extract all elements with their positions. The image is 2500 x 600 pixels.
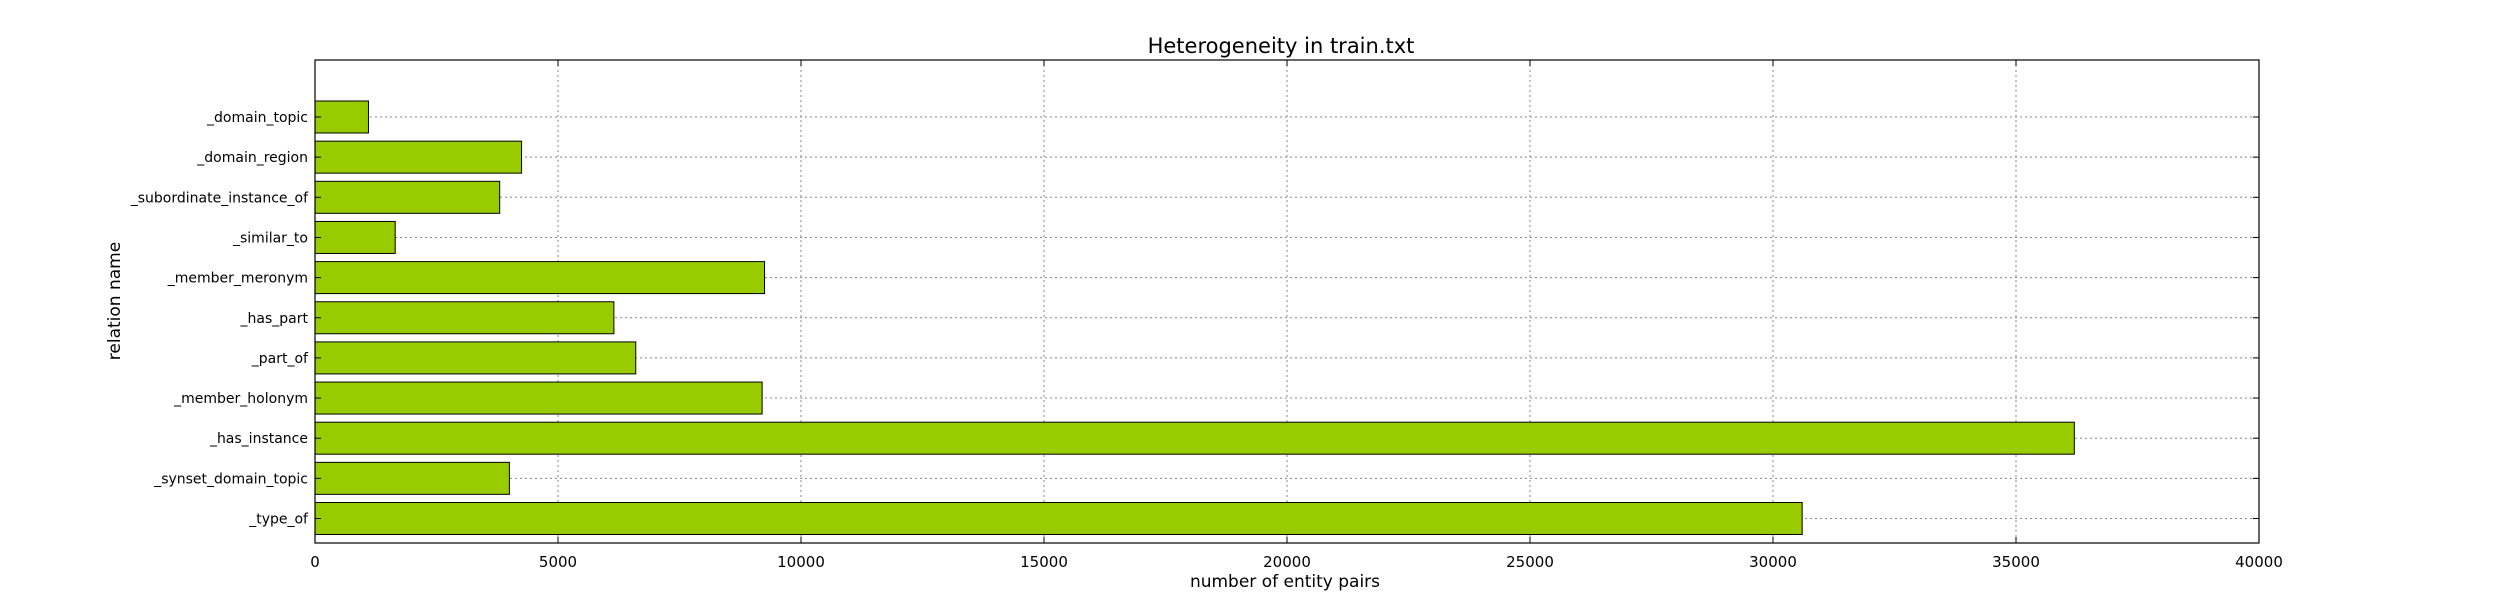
- bar-synset-domain-topic: [314, 461, 510, 495]
- bar-subordinate-instance-of: [314, 180, 501, 214]
- y-axis-label: relation name: [105, 242, 125, 360]
- x-tick-label: 15000: [1020, 553, 1068, 571]
- bar-similar-to: [314, 220, 396, 254]
- x-axis-label: number of entity pairs: [1190, 572, 1380, 592]
- y-tick-label: _subordinate_instance_of: [130, 190, 309, 206]
- bar-domain-topic: [314, 100, 369, 134]
- x-tick-label: 25000: [1506, 553, 1554, 571]
- y-tick-label: _similar_to: [232, 230, 308, 246]
- grid: [314, 60, 2260, 543]
- x-tick-label: 10000: [777, 553, 825, 571]
- y-tick-label: _has_instance: [209, 431, 308, 447]
- y-tick-label: _member_holonym: [173, 391, 308, 407]
- y-tick-label: _part_of: [251, 351, 309, 367]
- y-tick-labels: _type_of _synset_domain_topic _has_instanc…: [130, 110, 309, 528]
- bar-part-of: [314, 341, 637, 375]
- x-tick-label: 0: [310, 553, 320, 571]
- x-tick-label: 40000: [2235, 553, 2283, 571]
- bar-has-part: [314, 301, 615, 335]
- y-tick-label: _synset_domain_topic: [153, 471, 308, 487]
- y-tick-label: _has_part: [240, 311, 309, 327]
- bar-has-instance: [314, 421, 2075, 455]
- bars: [314, 100, 2075, 535]
- y-tick-label: _domain_topic: [206, 110, 308, 126]
- y-tick-label: _type_of: [248, 512, 309, 528]
- x-tick-labels: 0 5000 10000 15000 20000 25000 30000 35000 40000: [310, 553, 2283, 571]
- x-tick-label: 35000: [1992, 553, 2040, 571]
- ticks: [314, 60, 2260, 543]
- bar-type-of: [314, 502, 1803, 535]
- chart-title: Heterogeneity in train.txt: [1148, 34, 1415, 58]
- x-tick-label: 5000: [539, 553, 577, 571]
- x-tick-label: 30000: [1749, 553, 1797, 571]
- bar-member-meronym: [314, 261, 766, 295]
- y-tick-label: _domain_region: [196, 150, 308, 166]
- x-tick-label: 20000: [1263, 553, 1311, 571]
- bar-domain-region: [314, 140, 523, 174]
- y-tick-label: _member_meronym: [167, 271, 308, 287]
- bar-member-holonym: [314, 381, 763, 415]
